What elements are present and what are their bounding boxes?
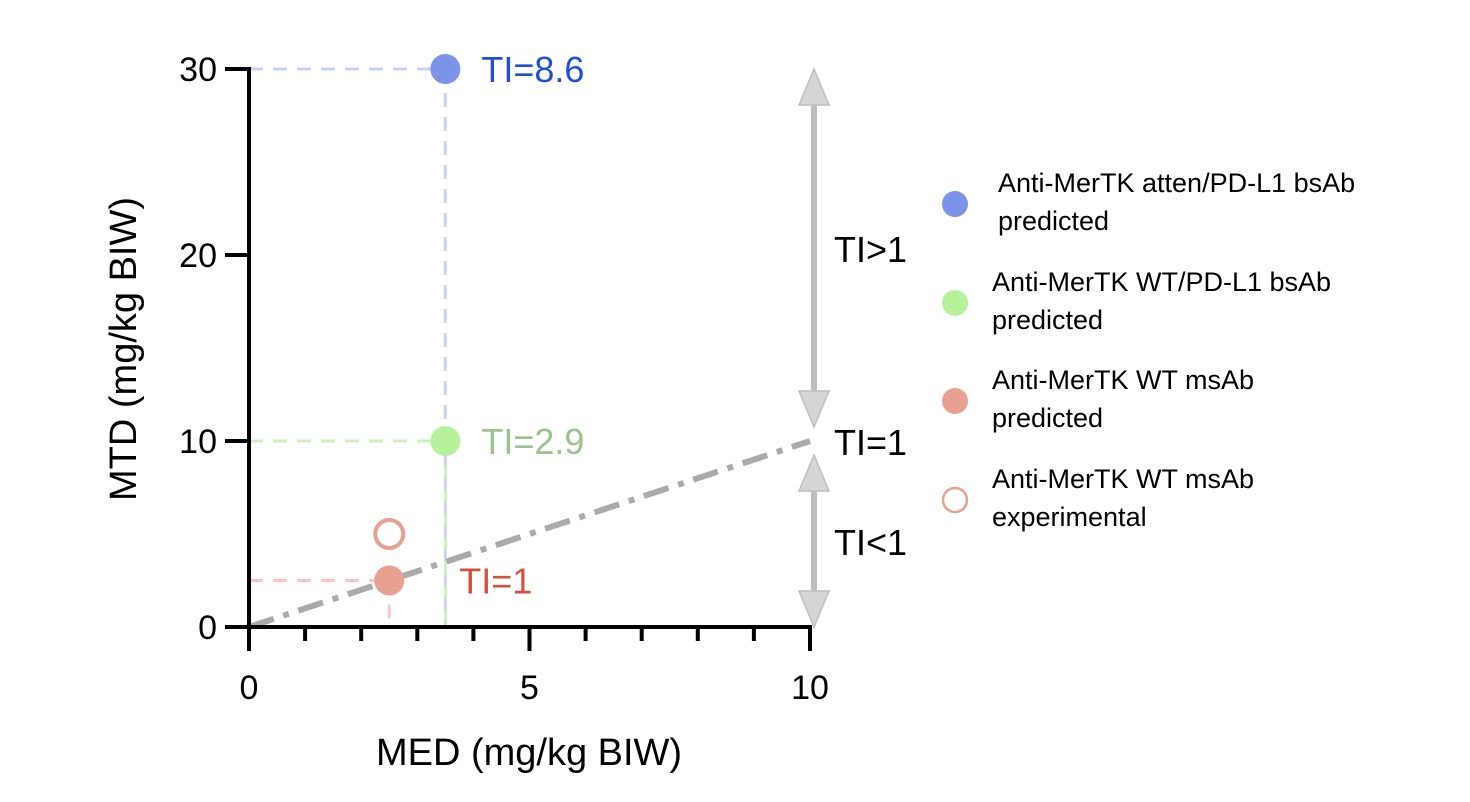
legend-item: Anti-MerTK WT msAb experimental <box>941 464 1254 532</box>
y-tick-label: 20 <box>179 237 217 275</box>
arrow-head-down-icon <box>797 390 831 429</box>
legend-label: Anti-MerTK atten/PD-L1 bsAb <box>998 168 1355 198</box>
legend-label: predicted <box>992 305 1103 335</box>
legend-label: Anti-MerTK WT/PD-L1 bsAb <box>992 267 1331 297</box>
arrow-head-down-icon <box>797 590 831 629</box>
data-point <box>374 565 405 596</box>
x-axis-title: MED (mg/kg BIW) <box>376 732 682 774</box>
legend-marker-open <box>941 486 969 514</box>
arrow-head-up-icon <box>797 453 831 492</box>
arrow-head-up-icon <box>797 67 831 106</box>
region-label-ti-greater: TI>1 <box>834 229 907 270</box>
y-tick-label: 0 <box>198 609 217 647</box>
x-tick-label: 5 <box>520 669 539 707</box>
legend-label: experimental <box>992 502 1147 532</box>
ti-annotation: TI=8.6 <box>481 49 584 90</box>
y-tick-label: 10 <box>179 423 217 461</box>
x-tick-label: 10 <box>791 669 829 707</box>
data-point-open <box>373 518 406 550</box>
data-point <box>430 426 461 456</box>
legend-label: Anti-MerTK WT msAb <box>992 464 1254 494</box>
legend-marker <box>942 388 968 414</box>
ti-reference-line <box>248 438 811 630</box>
legend-item: Anti-MerTK WT msAb predicted <box>942 365 1254 433</box>
legend-marker <box>942 290 968 316</box>
y-tick-label: 30 <box>179 51 217 89</box>
legend-label: Anti-MerTK WT msAb <box>992 365 1254 395</box>
data-point <box>430 54 461 84</box>
ti-annotation: TI=1 <box>459 561 532 602</box>
region-label-ti-less: TI<1 <box>834 522 907 563</box>
legend-marker <box>942 191 968 217</box>
legend-label: predicted <box>998 206 1109 236</box>
x-tick-label: 0 <box>240 669 259 707</box>
legend-label: predicted <box>992 403 1103 433</box>
y-axis-title: MTD (mg/kg BIW) <box>103 197 145 501</box>
legend-item: Anti-MerTK WT/PD-L1 bsAb predicted <box>942 267 1331 335</box>
reference-line-label: TI=1 <box>834 422 907 463</box>
ti-annotation: TI=2.9 <box>481 421 584 462</box>
legend-item: Anti-MerTK atten/PD-L1 bsAb predicted <box>942 168 1355 236</box>
